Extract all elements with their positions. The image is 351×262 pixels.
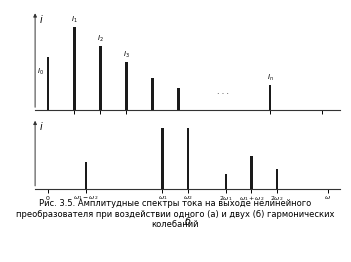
Text: . . .: . . . — [217, 87, 229, 96]
Bar — [250, 156, 253, 189]
Bar — [125, 62, 128, 110]
Bar — [269, 85, 271, 110]
Bar — [225, 174, 227, 189]
Text: $I_2$: $I_2$ — [97, 34, 104, 44]
Text: $i$: $i$ — [39, 13, 44, 25]
Bar — [73, 27, 75, 110]
Text: Рис. 3.5. Амплитудные спектры тока на выходе нелинейного
преобразователя при воз: Рис. 3.5. Амплитудные спектры тока на вы… — [16, 199, 335, 229]
Text: $i$: $i$ — [39, 120, 44, 132]
Bar — [161, 128, 164, 189]
Text: $I_n$: $I_n$ — [267, 73, 273, 83]
Text: $I_0$: $I_0$ — [37, 67, 44, 77]
Bar — [177, 88, 180, 110]
Bar — [99, 46, 102, 110]
Bar — [47, 57, 49, 110]
Bar — [186, 128, 189, 189]
Text: $I_3$: $I_3$ — [123, 50, 130, 60]
Text: $I_1$: $I_1$ — [71, 15, 78, 25]
Bar — [151, 78, 154, 110]
Bar — [276, 169, 278, 189]
Text: б: б — [185, 217, 191, 227]
Text: а: а — [185, 132, 191, 142]
Bar — [85, 162, 87, 189]
